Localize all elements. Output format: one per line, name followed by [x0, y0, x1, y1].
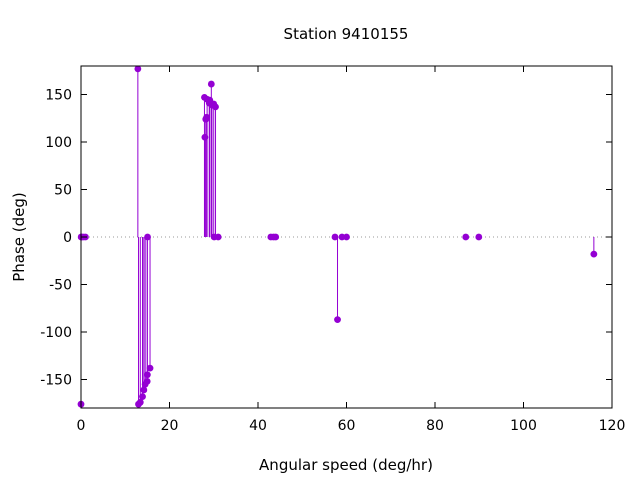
x-axis-label: Angular speed (deg/hr) [259, 456, 433, 474]
x-tick-label: 40 [249, 418, 267, 434]
y-axis-label: Phase (deg) [10, 192, 28, 282]
data-point [343, 233, 350, 241]
x-tick-label: 20 [161, 418, 179, 434]
data-point [136, 398, 144, 406]
y-tick-label: 0 [63, 230, 72, 246]
x-tick-label: 60 [338, 418, 356, 434]
data-point [146, 364, 154, 372]
data-point [207, 80, 215, 88]
y-tick-label: 50 [54, 183, 72, 199]
data-point [139, 393, 146, 400]
data-point [203, 113, 211, 121]
data-point [462, 233, 470, 241]
x-tick-label: 80 [426, 418, 444, 434]
data-point [475, 233, 483, 241]
data-point [201, 133, 209, 141]
y-tick-label: 100 [45, 135, 72, 151]
data-points-group [77, 65, 598, 408]
x-tick-label: 0 [77, 418, 86, 434]
data-point [144, 233, 151, 241]
x-tick-label: 100 [510, 418, 537, 434]
x-tick-label: 120 [599, 418, 626, 434]
data-point [331, 233, 339, 241]
y-tick-label: -150 [40, 373, 72, 389]
data-point [143, 378, 151, 385]
data-point [334, 316, 341, 324]
data-point [140, 386, 148, 394]
data-point [134, 65, 142, 73]
y-tick-label: -50 [49, 278, 72, 294]
ticks-group: 0 20 40 60 80 100 120 -150 -100 -50 0 50 100 150 [40, 66, 625, 434]
y-tick-label: 150 [45, 88, 72, 104]
data-point [212, 103, 219, 111]
data-point [143, 371, 151, 379]
data-point [272, 233, 280, 241]
y-tick-label: -100 [40, 325, 72, 341]
data-point [214, 233, 222, 241]
chart-title: Station 9410155 [284, 25, 409, 43]
data-point [590, 250, 598, 258]
